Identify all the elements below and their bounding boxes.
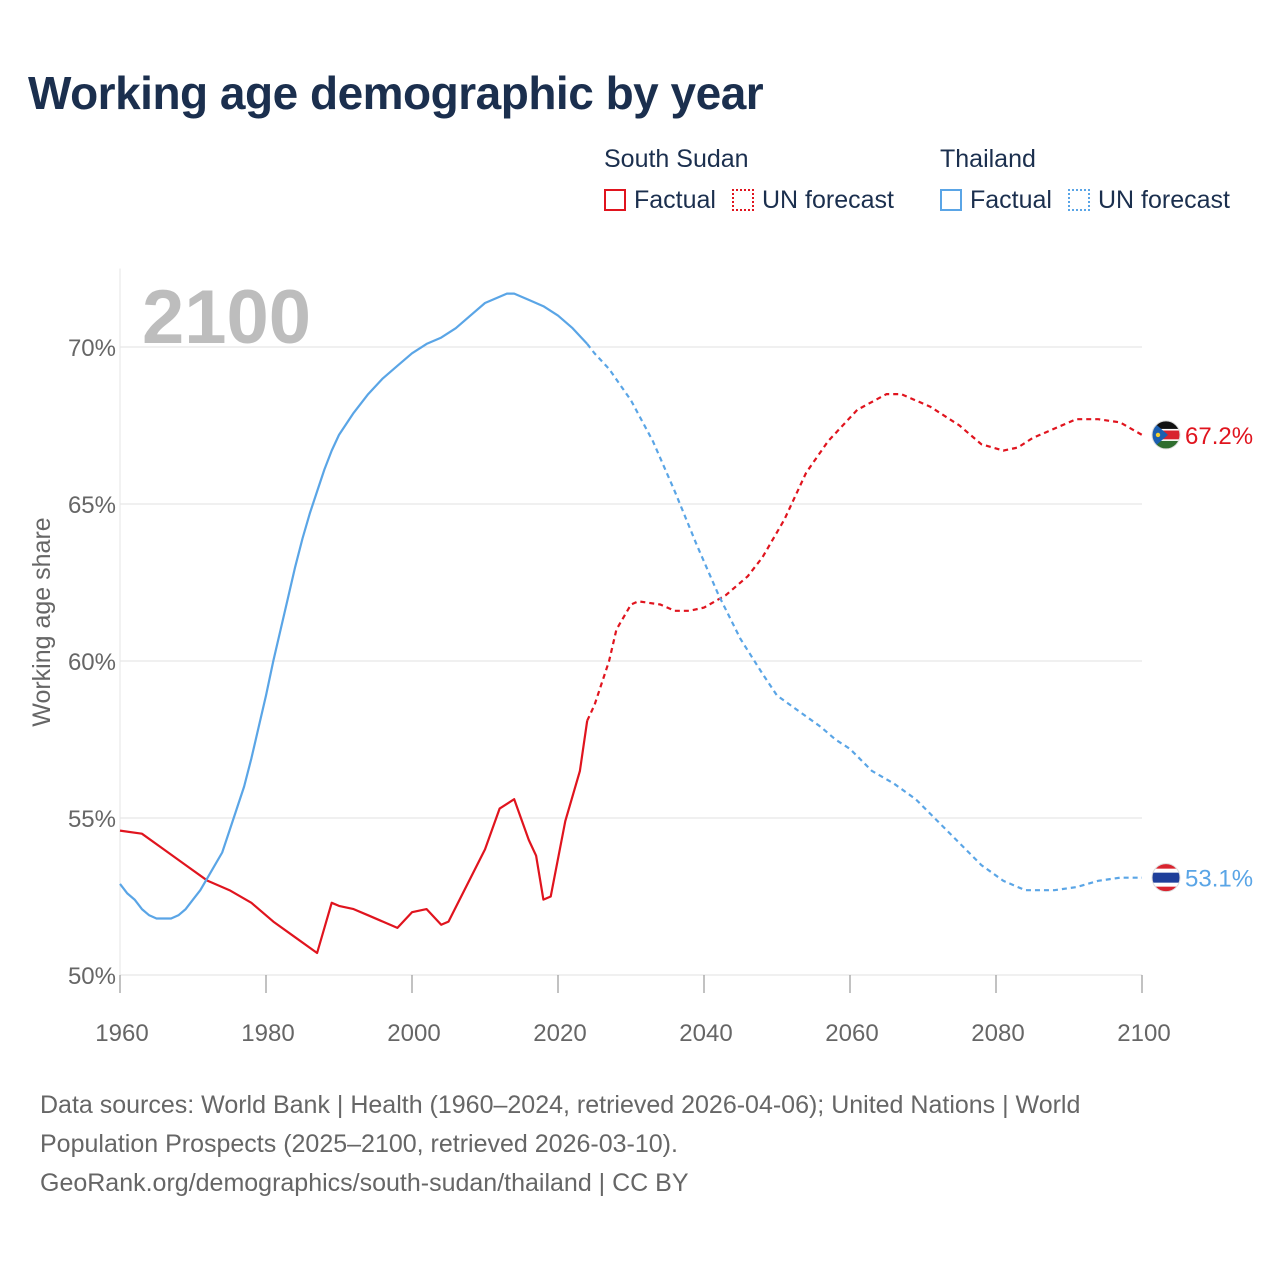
gridlines [119,268,1142,976]
flag-stripe [1152,428,1180,431]
x-axis-ticks: 1960 1980 2000 2020 2040 2060 2080 2100 [95,975,1171,1047]
flag-stripe [1152,439,1180,449]
series-line-thailand-factual [119,292,589,920]
y-tick-label: 55% [68,806,116,833]
year-watermark: 2100 [142,275,311,360]
credit-link[interactable]: GeoRank.org/demographics/south-sudan/tha… [40,1169,689,1197]
flag-border [1151,863,1181,893]
series-lines [119,292,1143,955]
data-sources-text: Data sources: World Bank | Health (1960–… [40,1091,1081,1158]
legend-label: UN forecast [1097,186,1230,214]
series-end-markers: 67.2% 53.1% [1151,420,1253,893]
legend-group-name: Thailand [940,145,1036,173]
legend-swatch-solid [604,189,626,211]
flag-stripes [1152,863,1180,892]
legend-group-name: South Sudan [604,145,749,173]
flag-border [1151,420,1181,450]
flag-stripe [1152,439,1180,441]
legend-label: Factual [634,186,716,214]
x-tick-label: 2020 [533,1020,586,1047]
x-tick-label: 2080 [971,1020,1024,1047]
flag-stripe [1152,872,1180,883]
y-tick-label: 60% [68,649,116,676]
legend-item-thailand-factual[interactable]: Factual [940,186,1052,214]
flag-stripe [1152,420,1180,430]
y-axis-ticks: 50% 55% 60% 65% 70% [68,335,116,990]
x-tick-label: 1960 [95,1020,148,1047]
end-value-label-south-sudan: 67.2% [1185,423,1253,450]
y-tick-label: 70% [68,335,116,362]
y-tick-label: 65% [68,492,116,519]
legend-swatch-dotted [1067,189,1090,211]
legend-swatch-dotted [731,189,754,211]
end-value-label-thailand: 53.1% [1185,866,1253,893]
legend-group-south-sudan: South Sudan Factual UN forecast [604,144,910,214]
x-tick-label: 1980 [241,1020,294,1047]
series-line-south-sudan-forecast [586,393,1143,722]
legend-group-thailand: Thailand Factual UN forecast [940,144,1246,214]
x-tick-label: 2060 [825,1020,878,1047]
thailand-flag-icon [1151,863,1181,893]
series-line-south-sudan-factual [119,720,589,955]
series-line-thailand-forecast [586,343,1142,892]
legend-swatch-solid [940,189,962,211]
y-tick-label: 50% [68,963,116,990]
flag-stripes [1152,420,1180,449]
line-chart: 2100 50% 55% 60% 65% 70% 1960 1980 2000 2020 204… [28,268,1253,1047]
x-tick-label: 2000 [387,1020,440,1047]
legend-item-thailand-forecast[interactable]: UN forecast [1067,186,1230,214]
y-axis-title: Working age share [28,517,56,726]
legend-label: UN forecast [761,186,894,214]
legend-item-south-sudan-factual[interactable]: Factual [604,186,716,214]
x-tick-label: 2040 [679,1020,732,1047]
legend-label: Factual [970,186,1052,214]
x-tick-label: 2100 [1117,1020,1170,1047]
chart-title: Working age demographic by year [28,67,764,119]
legend-item-south-sudan-forecast[interactable]: UN forecast [731,186,894,214]
footer: Data sources: World Bank | Health (1960–… [40,1086,1200,1203]
flag-star [1155,432,1161,438]
south-sudan-flag-icon [1151,420,1181,450]
